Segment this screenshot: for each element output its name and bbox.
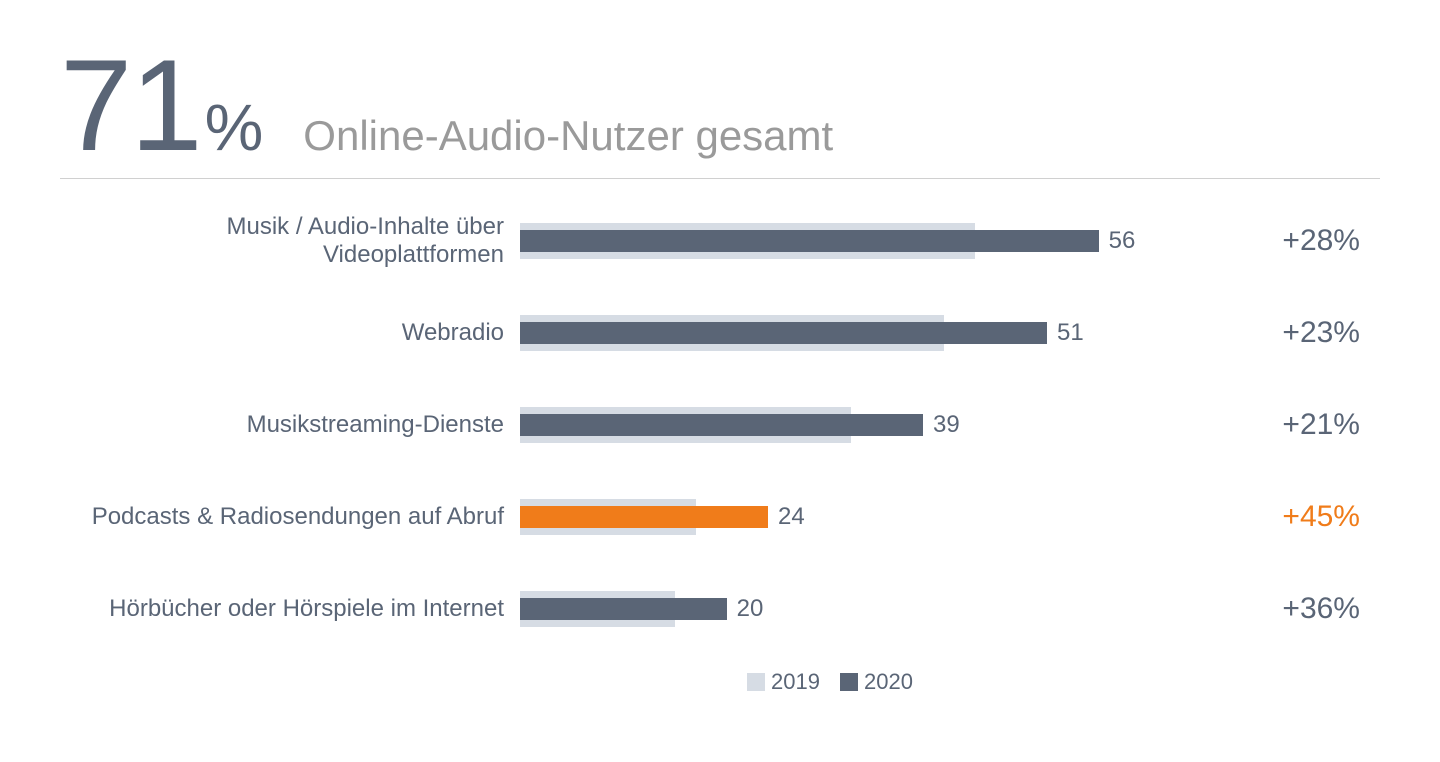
chart-row: Hörbücher oder Hörspiele im Internet 20 +3… <box>60 587 1380 631</box>
headline-number: 71 <box>60 40 201 170</box>
legend-label-2019: 2019 <box>771 669 820 695</box>
category-label: Musik / Audio-Inhalte über Videoplattfor… <box>60 213 520 269</box>
bar-area: 24 <box>520 495 1140 539</box>
bar-area: 51 <box>520 311 1140 355</box>
value-label: 56 <box>1109 227 1136 255</box>
legend-item-2019: 2019 <box>747 669 820 695</box>
bar-area: 56 <box>520 219 1140 263</box>
headline-label: Online-Audio-Nutzer gesamt <box>303 112 833 160</box>
change-percent: +21% <box>1140 408 1380 442</box>
bar-2020 <box>520 414 923 436</box>
legend-item-2020: 2020 <box>840 669 913 695</box>
bar-2020 <box>520 230 1099 252</box>
change-percent: +45% <box>1140 500 1380 534</box>
bar-area: 39 <box>520 403 1140 447</box>
chart-row: Musik / Audio-Inhalte über Videoplattfor… <box>60 219 1380 263</box>
value-label: 39 <box>933 411 960 439</box>
category-label: Podcasts & Radiosendungen auf Abruf <box>60 503 520 531</box>
value-label: 20 <box>737 595 764 623</box>
category-label: Musikstreaming-Dienste <box>60 411 520 439</box>
value-label: 24 <box>778 503 805 531</box>
bar-2020 <box>520 506 768 528</box>
change-percent: +23% <box>1140 316 1380 350</box>
bar-2020 <box>520 598 727 620</box>
header: 71 % Online-Audio-Nutzer gesamt <box>60 40 1380 179</box>
legend-swatch-2019 <box>747 673 765 691</box>
legend: 2019 2020 <box>520 669 1140 695</box>
value-label: 51 <box>1057 319 1084 347</box>
headline-percent-sign: % <box>205 89 264 165</box>
bar-2020 <box>520 322 1047 344</box>
category-label: Hörbücher oder Hörspiele im Internet <box>60 595 520 623</box>
bar-area: 20 <box>520 587 1140 631</box>
chart-row: Webradio 51 +23% <box>60 311 1380 355</box>
category-label: Webradio <box>60 319 520 347</box>
legend-swatch-2020 <box>840 673 858 691</box>
legend-label-2020: 2020 <box>864 669 913 695</box>
chart-row: Musikstreaming-Dienste 39 +21% <box>60 403 1380 447</box>
bar-chart: Musik / Audio-Inhalte über Videoplattfor… <box>60 219 1380 631</box>
change-percent: +36% <box>1140 592 1380 626</box>
change-percent: +28% <box>1140 224 1380 258</box>
chart-row: Podcasts & Radiosendungen auf Abruf 24 +45… <box>60 495 1380 539</box>
